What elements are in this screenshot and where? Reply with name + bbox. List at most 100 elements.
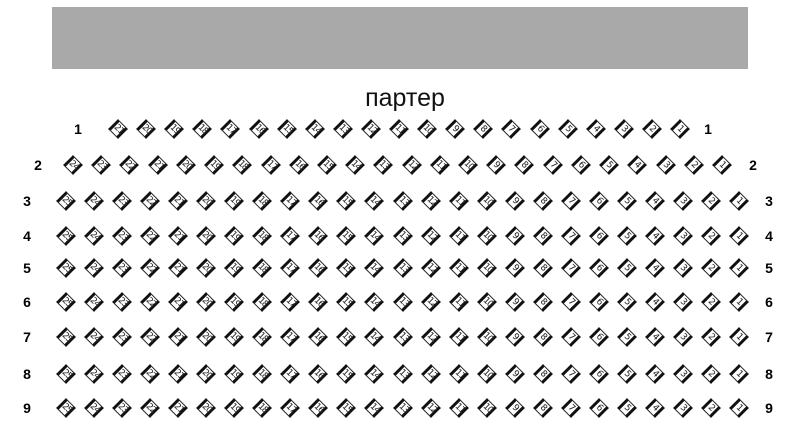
seat-row3-15[interactable]: 15	[336, 191, 357, 211]
seat-row4-12[interactable]: 12	[420, 226, 441, 246]
seat-row8-8[interactable]: 8	[532, 364, 553, 384]
seat-row4-2[interactable]: 2	[701, 226, 721, 246]
seat-row6-1[interactable]: 1	[729, 292, 749, 312]
seat-row8-22[interactable]: 22	[140, 364, 161, 384]
seat-row2-13[interactable]: 13	[373, 155, 394, 175]
seat-row1-21[interactable]: 21	[108, 119, 128, 139]
seat-row8-11[interactable]: 11	[448, 364, 469, 384]
seat-row9-15[interactable]: 15	[336, 398, 357, 418]
seat-row6-13[interactable]: 13	[392, 292, 413, 312]
seat-row1-4[interactable]: 4	[585, 119, 606, 139]
seat-row2-3[interactable]: 3	[655, 155, 676, 175]
seat-row6-14[interactable]: 14	[364, 292, 385, 312]
seat-row3-7[interactable]: 7	[560, 191, 581, 211]
seat-row2-11[interactable]: 11	[429, 155, 450, 175]
seat-row7-19[interactable]: 19	[224, 327, 245, 347]
seat-row8-7[interactable]: 7	[560, 364, 581, 384]
seat-row6-18[interactable]: 18	[252, 292, 273, 312]
seat-row8-25[interactable]: 25	[56, 364, 76, 384]
seat-row7-17[interactable]: 17	[280, 327, 301, 347]
seat-row3-9[interactable]: 9	[504, 191, 525, 211]
seat-row4-14[interactable]: 14	[364, 226, 385, 246]
seat-row5-24[interactable]: 24	[84, 258, 104, 278]
seat-row1-14[interactable]: 14	[304, 119, 325, 139]
seat-row3-13[interactable]: 13	[392, 191, 413, 211]
seat-row1-18[interactable]: 18	[192, 119, 213, 139]
seat-row4-4[interactable]: 4	[644, 226, 665, 246]
seat-row5-16[interactable]: 16	[308, 258, 329, 278]
seat-row2-15[interactable]: 15	[317, 155, 337, 175]
seat-row5-17[interactable]: 17	[280, 258, 301, 278]
seat-row2-7[interactable]: 7	[542, 155, 563, 175]
seat-row3-4[interactable]: 4	[644, 191, 665, 211]
seat-row7-23[interactable]: 23	[112, 327, 132, 347]
seat-row8-5[interactable]: 5	[616, 364, 637, 384]
seat-row9-2[interactable]: 2	[701, 398, 721, 418]
seat-row8-1[interactable]: 1	[729, 364, 749, 384]
seat-row3-10[interactable]: 10	[476, 191, 497, 211]
seat-row7-2[interactable]: 2	[701, 327, 721, 347]
seat-row4-3[interactable]: 3	[673, 226, 693, 246]
seat-row9-9[interactable]: 9	[504, 398, 525, 418]
seat-row6-3[interactable]: 3	[673, 292, 693, 312]
seat-row5-3[interactable]: 3	[673, 258, 693, 278]
seat-row2-14[interactable]: 14	[345, 155, 366, 175]
seat-row8-14[interactable]: 14	[364, 364, 385, 384]
seat-row5-11[interactable]: 11	[448, 258, 469, 278]
seat-row8-20[interactable]: 20	[196, 364, 217, 384]
seat-row2-12[interactable]: 12	[401, 155, 422, 175]
seat-row6-22[interactable]: 22	[140, 292, 161, 312]
seat-row4-6[interactable]: 6	[588, 226, 609, 246]
seat-row4-7[interactable]: 7	[560, 226, 581, 246]
seat-row9-24[interactable]: 24	[84, 398, 104, 418]
seat-row6-12[interactable]: 12	[420, 292, 441, 312]
seat-row1-7[interactable]: 7	[501, 119, 522, 139]
seat-row7-20[interactable]: 20	[196, 327, 217, 347]
seat-row1-15[interactable]: 15	[276, 119, 297, 139]
seat-row8-6[interactable]: 6	[588, 364, 609, 384]
seat-row9-11[interactable]: 11	[448, 398, 469, 418]
seat-row5-13[interactable]: 13	[392, 258, 413, 278]
seat-row6-11[interactable]: 11	[448, 292, 469, 312]
seat-row2-1[interactable]: 1	[712, 155, 732, 175]
seat-row9-20[interactable]: 20	[196, 398, 217, 418]
seat-row7-6[interactable]: 6	[588, 327, 609, 347]
seat-row9-16[interactable]: 16	[308, 398, 329, 418]
seat-row9-14[interactable]: 14	[364, 398, 385, 418]
seat-row1-5[interactable]: 5	[557, 119, 578, 139]
seat-row7-24[interactable]: 24	[84, 327, 104, 347]
seat-row5-18[interactable]: 18	[252, 258, 273, 278]
seat-row5-20[interactable]: 20	[196, 258, 217, 278]
seat-row4-25[interactable]: 25	[56, 226, 76, 246]
seat-row6-16[interactable]: 16	[308, 292, 329, 312]
seat-row3-22[interactable]: 22	[140, 191, 161, 211]
seat-row6-23[interactable]: 23	[112, 292, 132, 312]
seat-row4-15[interactable]: 15	[336, 226, 357, 246]
seat-row3-8[interactable]: 8	[532, 191, 553, 211]
seat-row9-13[interactable]: 13	[392, 398, 413, 418]
seat-row4-10[interactable]: 10	[476, 226, 497, 246]
seat-row5-8[interactable]: 8	[532, 258, 553, 278]
seat-row5-1[interactable]: 1	[729, 258, 749, 278]
seat-row1-9[interactable]: 9	[445, 119, 466, 139]
seat-row7-4[interactable]: 4	[644, 327, 665, 347]
seat-row3-20[interactable]: 20	[196, 191, 217, 211]
seat-row5-2[interactable]: 2	[701, 258, 721, 278]
seat-row6-10[interactable]: 10	[476, 292, 497, 312]
seat-row1-3[interactable]: 3	[613, 119, 634, 139]
seat-row1-16[interactable]: 16	[248, 119, 269, 139]
seat-row6-8[interactable]: 8	[532, 292, 553, 312]
seat-row9-25[interactable]: 25	[56, 398, 76, 418]
seat-row4-19[interactable]: 19	[224, 226, 245, 246]
seat-row9-23[interactable]: 23	[112, 398, 132, 418]
seat-row6-7[interactable]: 7	[560, 292, 581, 312]
seat-row9-3[interactable]: 3	[673, 398, 693, 418]
seat-row9-7[interactable]: 7	[560, 398, 581, 418]
seat-row8-13[interactable]: 13	[392, 364, 413, 384]
seat-row3-1[interactable]: 1	[729, 191, 749, 211]
seat-row4-8[interactable]: 8	[532, 226, 553, 246]
seat-row6-9[interactable]: 9	[504, 292, 525, 312]
seat-row1-12[interactable]: 12	[360, 119, 381, 139]
seat-row2-18[interactable]: 18	[232, 155, 253, 175]
seat-row5-19[interactable]: 19	[224, 258, 245, 278]
